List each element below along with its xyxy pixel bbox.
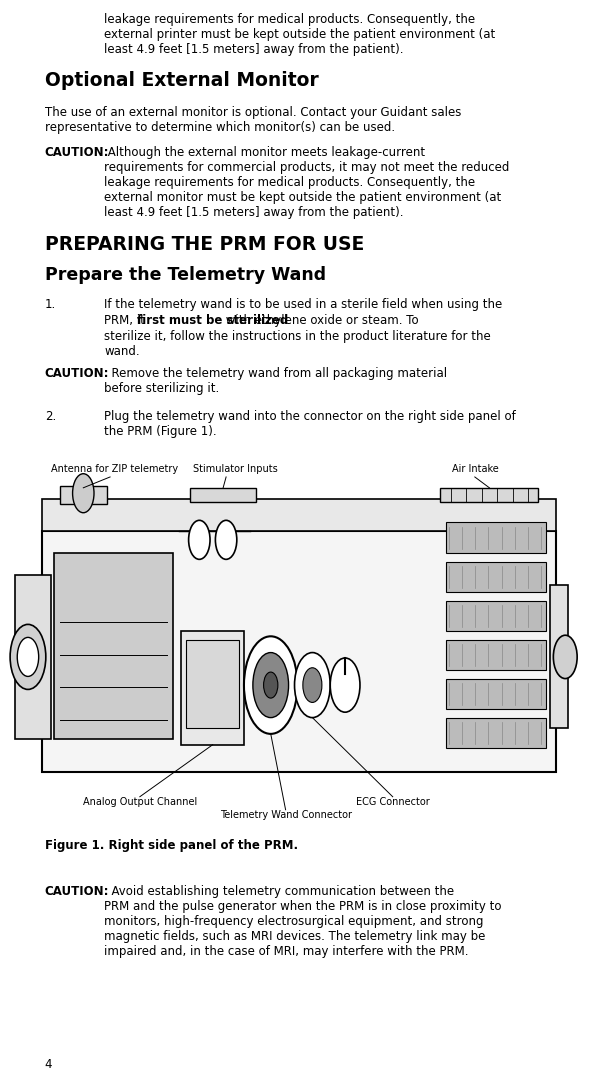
Text: Antenna for ZIP telemetry: Antenna for ZIP telemetry (51, 464, 178, 474)
Bar (446, 640, 546, 670)
Circle shape (330, 658, 360, 712)
Bar (446, 718, 546, 748)
Text: Analog Output Channel: Analog Output Channel (83, 797, 197, 806)
Bar (550, 585, 568, 728)
Text: 4: 4 (45, 1058, 52, 1071)
Text: CAUTION:: CAUTION: (45, 146, 109, 158)
Text: first must be sterilized: first must be sterilized (137, 314, 289, 326)
Bar (42, 499, 556, 531)
Text: Remove the telemetry wand from all packaging material
before sterilizing it.: Remove the telemetry wand from all packa… (104, 367, 447, 396)
Text: Air Intake: Air Intake (452, 464, 499, 474)
Bar (60, 486, 107, 504)
Bar (190, 488, 256, 502)
Text: Optional External Monitor: Optional External Monitor (45, 72, 318, 90)
Circle shape (17, 637, 39, 676)
Circle shape (295, 653, 330, 718)
Circle shape (303, 668, 322, 702)
Circle shape (73, 474, 94, 513)
Text: 1.: 1. (45, 298, 56, 311)
Text: Although the external monitor meets leakage-current
requirements for commercial : Although the external monitor meets leak… (104, 146, 509, 219)
Text: ECG Connector: ECG Connector (356, 797, 430, 806)
Text: leakage requirements for medical products. Consequently, the
external printer mu: leakage requirements for medical product… (104, 13, 496, 56)
Text: Prepare the Telemetry Wand: Prepare the Telemetry Wand (45, 266, 325, 284)
Circle shape (10, 624, 46, 689)
Bar (42, 531, 556, 772)
Text: CAUTION:: CAUTION: (45, 885, 109, 898)
Text: Stimulator Inputs: Stimulator Inputs (193, 464, 278, 474)
Text: wand.: wand. (104, 345, 140, 358)
Circle shape (264, 672, 278, 698)
Bar (446, 601, 546, 631)
Text: Figure 1. Right side panel of the PRM.: Figure 1. Right side panel of the PRM. (45, 839, 298, 852)
Circle shape (189, 520, 210, 559)
Bar (446, 562, 546, 592)
Bar (446, 679, 546, 709)
Circle shape (244, 636, 298, 734)
Text: The use of an external monitor is optional. Contact your Guidant sales
represent: The use of an external monitor is option… (45, 106, 461, 133)
Circle shape (253, 653, 289, 718)
Bar (440, 488, 538, 502)
Text: CAUTION:: CAUTION: (45, 367, 109, 380)
Circle shape (553, 635, 577, 679)
Text: PRM, it: PRM, it (104, 314, 149, 326)
Bar (446, 522, 546, 553)
Bar (181, 631, 244, 745)
Bar (186, 640, 239, 728)
Text: sterilize it, follow the instructions in the product literature for the: sterilize it, follow the instructions in… (104, 330, 491, 343)
Text: Plug the telemetry wand into the connector on the right side panel of
the PRM (F: Plug the telemetry wand into the connect… (104, 410, 516, 438)
Text: with ethylene oxide or steam. To: with ethylene oxide or steam. To (222, 314, 418, 326)
Circle shape (215, 520, 237, 559)
Text: Telemetry Wand Connector: Telemetry Wand Connector (220, 810, 352, 820)
Text: PREPARING THE PRM FOR USE: PREPARING THE PRM FOR USE (45, 235, 364, 255)
Text: Avoid establishing telemetry communication between the
PRM and the pulse generat: Avoid establishing telemetry communicati… (104, 885, 502, 957)
Text: 2.: 2. (45, 410, 56, 423)
Bar (15, 575, 51, 739)
Bar (54, 553, 173, 739)
Text: If the telemetry wand is to be used in a sterile field when using the: If the telemetry wand is to be used in a… (104, 298, 502, 311)
